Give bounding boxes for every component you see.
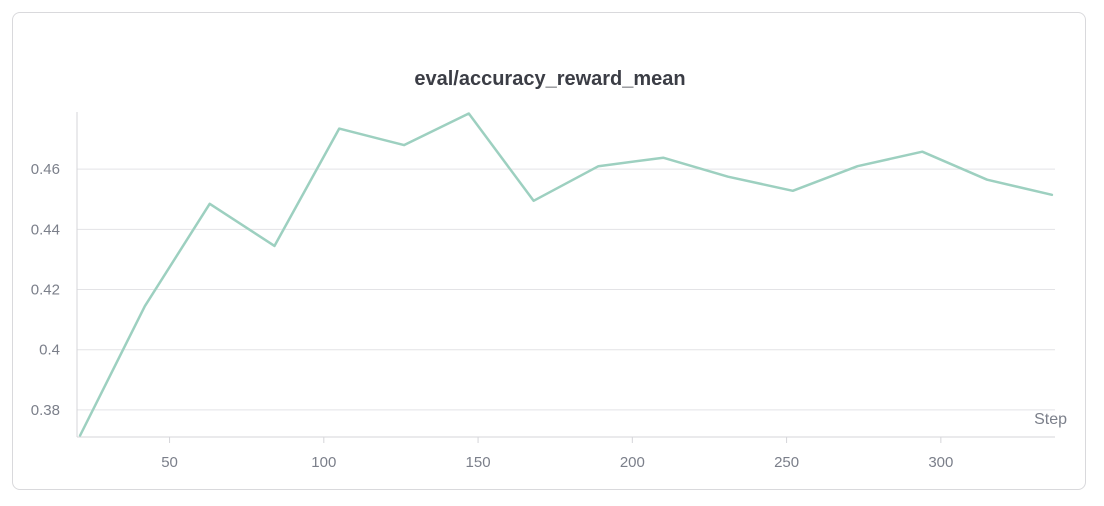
- x-tick-label: 200: [620, 454, 645, 471]
- y-tick-label: 0.38: [31, 402, 60, 419]
- series-line: [78, 112, 1054, 437]
- y-tick-label: 0.42: [31, 282, 60, 299]
- axes: [76, 112, 1055, 443]
- x-tick-label: 300: [928, 454, 953, 471]
- y-tick-label: 0.44: [31, 221, 60, 238]
- x-axis-label: Step: [1034, 411, 1067, 428]
- x-tick-labels: 50 100 150 200 250 300: [161, 454, 953, 471]
- x-tick-label: 250: [774, 454, 799, 471]
- x-tick-label: 50: [161, 454, 178, 471]
- grid-lines: [77, 168, 1055, 411]
- y-tick-label: 0.4: [39, 342, 60, 359]
- x-tick-label: 150: [466, 454, 491, 471]
- x-tick-label: 100: [311, 454, 336, 471]
- chart-title: eval/accuracy_reward_mean: [414, 68, 685, 90]
- y-tick-labels: 0.38 0.4 0.42 0.44 0.46: [31, 161, 60, 419]
- series-layer: [78, 112, 1054, 437]
- y-tick-label: 0.46: [31, 161, 60, 178]
